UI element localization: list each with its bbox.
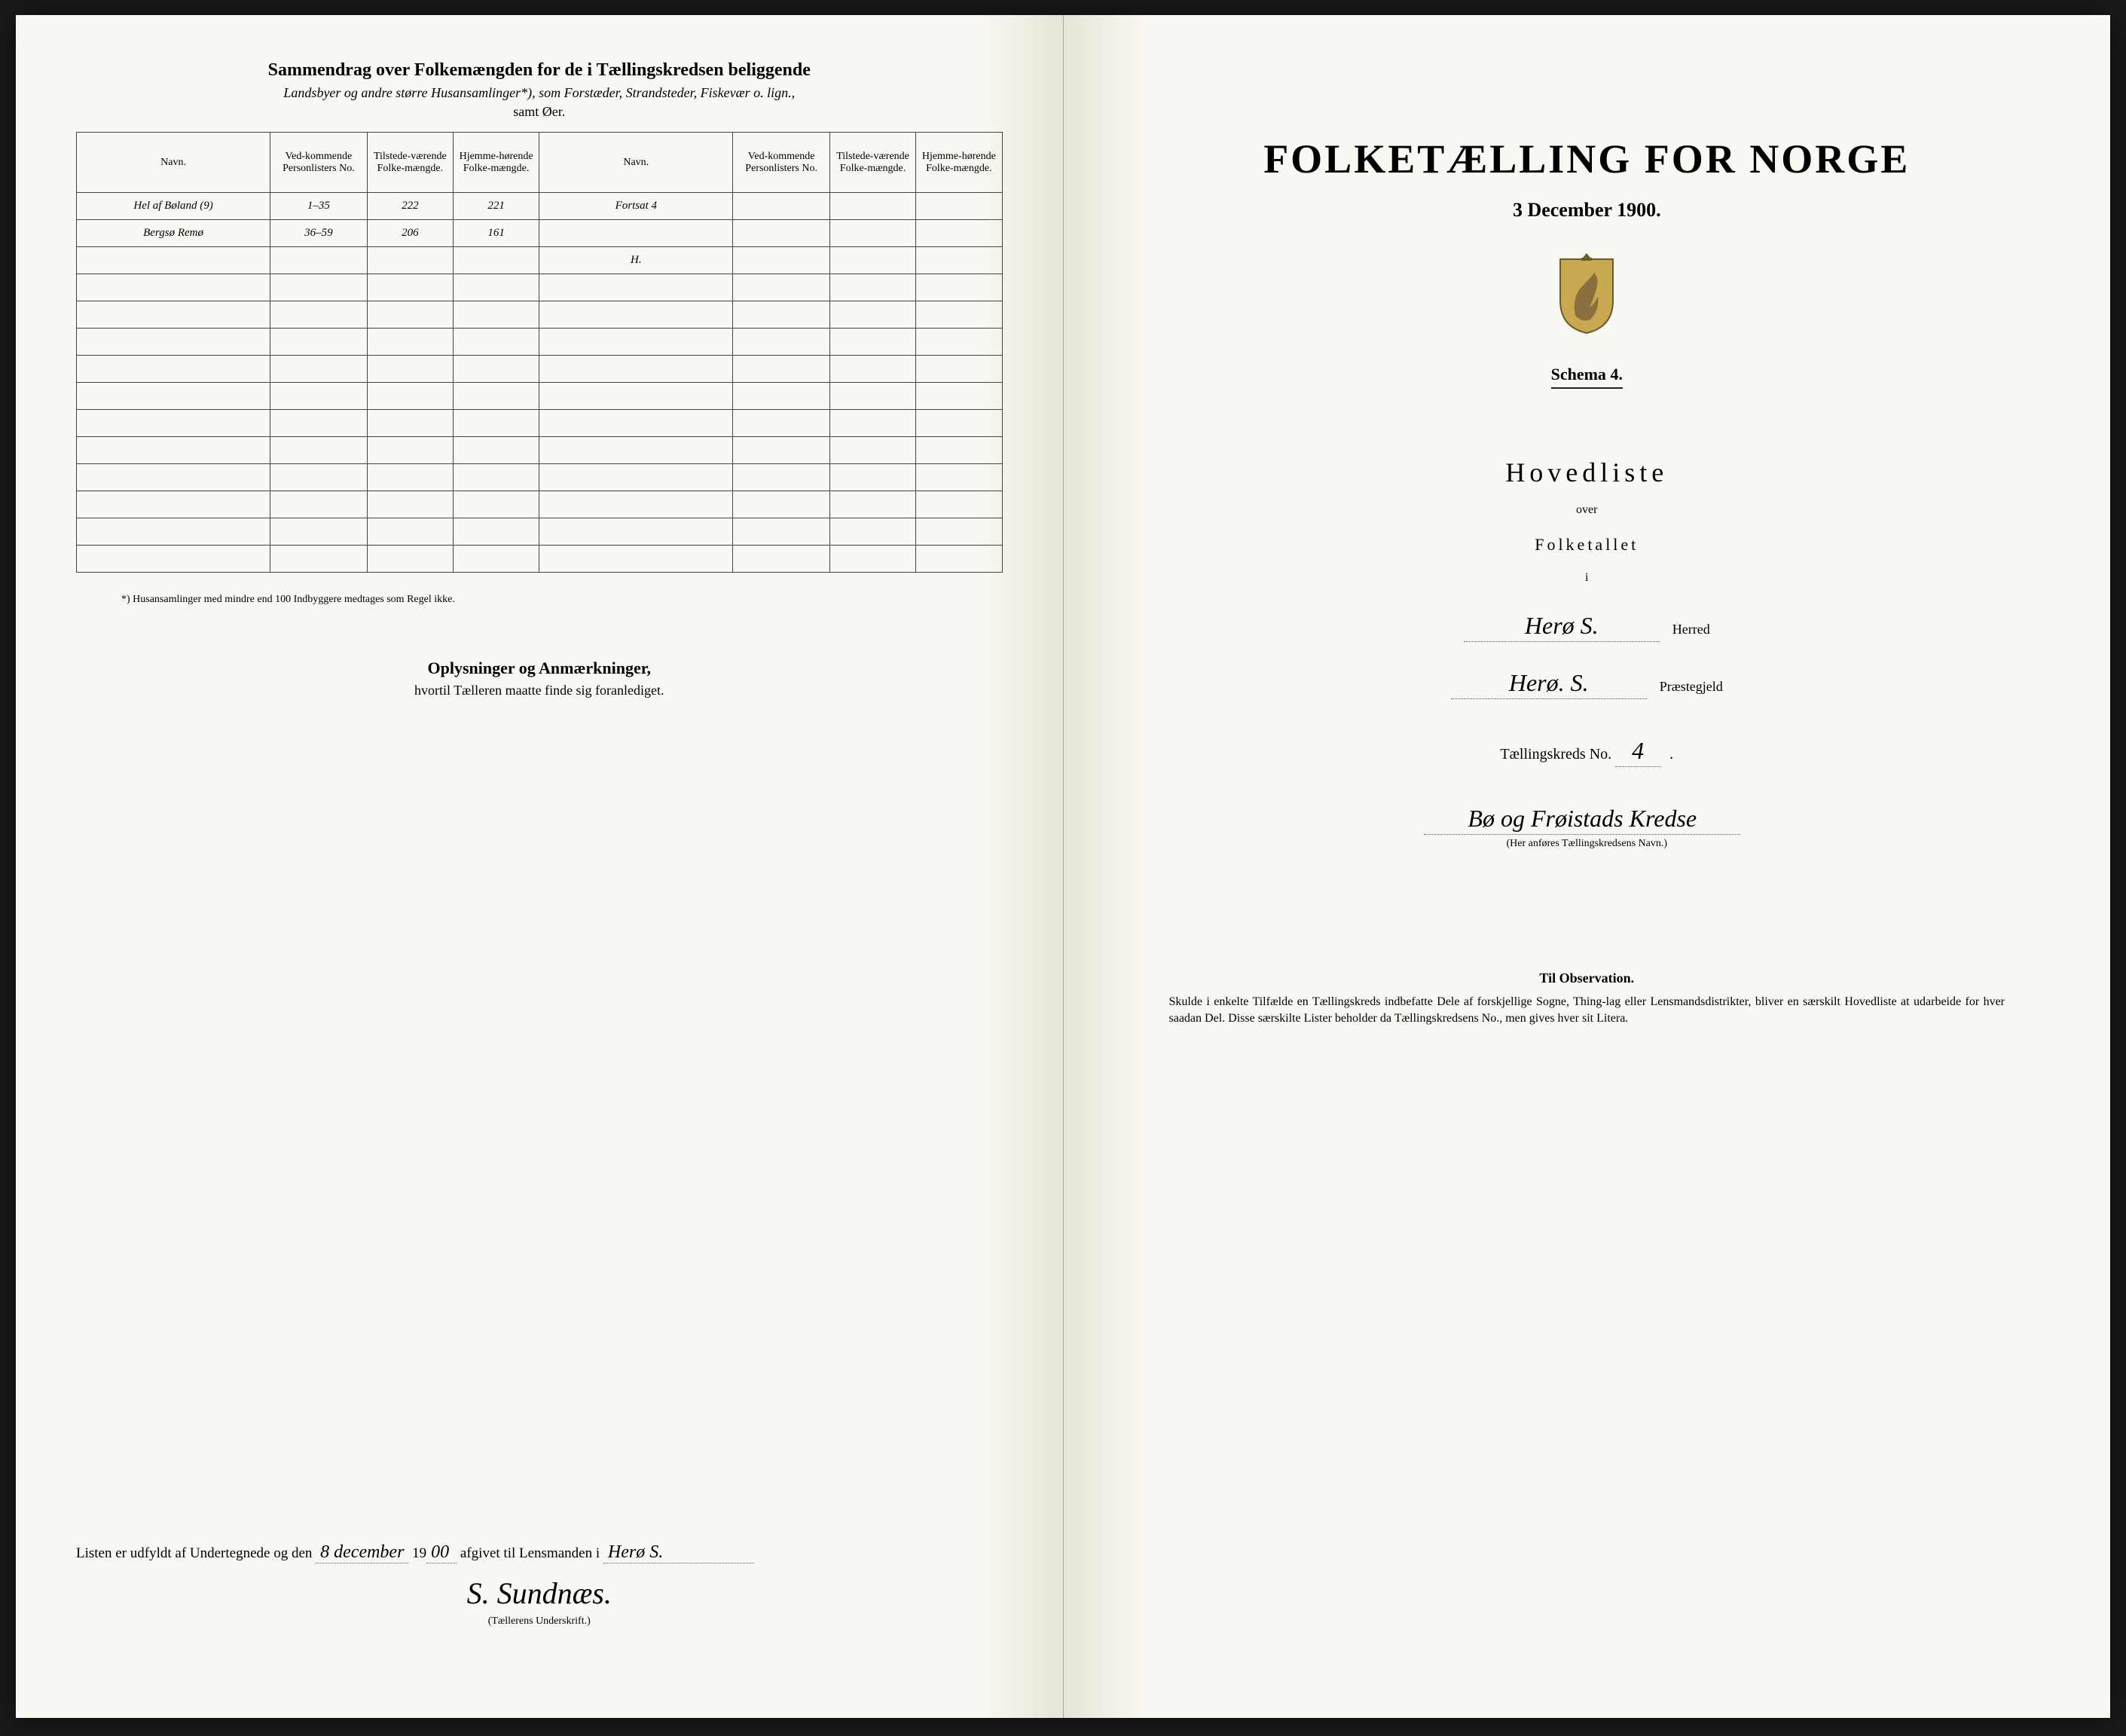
table-row: Hel af Bøland (9) 1–35 222 221 Fortsat 4 — [77, 193, 1003, 220]
bottom-prefix: Listen er udfyldt af Undertegnede og den — [76, 1545, 312, 1561]
th-hjemme2: Hjemme-hørende Folke-mængde. — [916, 133, 1002, 193]
i-label: i — [1124, 571, 2051, 585]
th-hjemme: Hjemme-hørende Folke-mængde. — [453, 133, 539, 193]
main-title: FOLKETÆLLING FOR NORGE — [1124, 136, 2051, 182]
kreds-name-value: Bø og Frøistads Kredse — [1424, 805, 1740, 835]
signature-label: (Tællerens Underskrift.) — [76, 1615, 1003, 1628]
summary-subtitle: Landsbyer og andre større Husansamlinger… — [76, 85, 1003, 101]
oplys-title: Oplysninger og Anmærkninger, — [76, 659, 1003, 678]
cell-navn2: H. — [539, 247, 733, 274]
census-table: Navn. Ved-kommende Personlisters No. Til… — [76, 132, 1003, 573]
bottom-mid: afgivet til Lensmanden i — [460, 1545, 600, 1561]
cell-hjemme: 221 — [453, 193, 539, 220]
cell-empty — [539, 220, 733, 247]
cell-empty — [367, 247, 453, 274]
schema-label: Schema 4. — [1551, 365, 1623, 389]
kreds-prefix: Tællingskreds No. — [1500, 746, 1611, 763]
cell-empty — [829, 193, 915, 220]
praeste-row: Herø. S. Præstegjeld — [1124, 669, 2051, 699]
date-field: 8 december — [316, 1542, 408, 1563]
cell-tilstede: 206 — [367, 220, 453, 247]
oplys-sub: hvortil Tælleren maatte finde sig foranl… — [76, 683, 1003, 698]
coat-of-arms-icon — [1553, 252, 1620, 335]
table-row: Bergsø Remø 36–59 206 161 — [77, 220, 1003, 247]
table-row — [77, 329, 1003, 356]
cell-empty — [453, 247, 539, 274]
th-tilstede: Tilstede-værende Folke-mængde. — [367, 133, 453, 193]
cell-empty — [733, 193, 830, 220]
cell-no: 1–35 — [270, 193, 368, 220]
cell-empty — [916, 220, 1002, 247]
th-tilstede2: Tilstede-værende Folke-mængde. — [829, 133, 915, 193]
table-row — [77, 491, 1003, 518]
th-personlister2: Ved-kommende Personlisters No. — [733, 133, 830, 193]
table-row: H. — [77, 247, 1003, 274]
place-field: Herø S. — [603, 1542, 754, 1563]
herred-label: Herred — [1672, 622, 1710, 637]
observation-title: Til Observation. — [1124, 970, 2051, 986]
cell-empty — [916, 247, 1002, 274]
cell-empty — [829, 247, 915, 274]
table-header-row: Navn. Ved-kommende Personlisters No. Til… — [77, 133, 1003, 193]
table-row — [77, 301, 1003, 329]
footnote: *) Husansamlinger med mindre end 100 Ind… — [76, 594, 1003, 606]
year-prefix: 19 — [412, 1545, 426, 1561]
cell-empty — [77, 247, 270, 274]
praeste-value: Herø. S. — [1451, 669, 1647, 699]
th-navn2: Navn. — [539, 133, 733, 193]
table-body: Hel af Bøland (9) 1–35 222 221 Fortsat 4… — [77, 193, 1003, 573]
cell-empty — [733, 247, 830, 274]
right-page: FOLKETÆLLING FOR NORGE 3 December 1900. … — [1064, 15, 2111, 1718]
table-row — [77, 546, 1003, 573]
cell-no: 36–59 — [270, 220, 368, 247]
over-label: over — [1124, 503, 2051, 517]
cell-empty — [270, 247, 368, 274]
table-row — [77, 274, 1003, 301]
signature: S. Sundnæs. — [76, 1576, 1003, 1611]
table-row — [77, 383, 1003, 410]
census-date: 3 December 1900. — [1124, 199, 2051, 222]
hovedliste-title: Hovedliste — [1124, 457, 2051, 488]
cell-hjemme: 161 — [453, 220, 539, 247]
cell-navn: Bergsø Remø — [77, 220, 270, 247]
crest-svg — [1553, 252, 1620, 335]
table-row — [77, 410, 1003, 437]
kreds-name-row: Bø og Frøistads Kredse — [1124, 805, 2051, 835]
summary-subtitle2: samt Øer. — [76, 104, 1003, 120]
cell-navn: Hel af Bøland (9) — [77, 193, 270, 220]
kreds-row: Tællingskreds No. 4. — [1124, 737, 2051, 767]
cell-empty — [733, 220, 830, 247]
table-row — [77, 518, 1003, 546]
cell-navn2: Fortsat 4 — [539, 193, 733, 220]
bottom-block: Listen er udfyldt af Undertegnede og den… — [76, 1542, 1003, 1628]
left-page: Sammendrag over Folkemængden for de i Tæ… — [16, 15, 1064, 1718]
praeste-label: Præstegjeld — [1660, 679, 1723, 694]
cell-tilstede: 222 — [367, 193, 453, 220]
cell-empty — [916, 193, 1002, 220]
th-personlister: Ved-kommende Personlisters No. — [270, 133, 368, 193]
th-navn: Navn. — [77, 133, 270, 193]
folketallet-label: Folketallet — [1124, 535, 2051, 555]
herred-value: Herø S. — [1464, 612, 1660, 642]
cell-empty — [829, 220, 915, 247]
table-row — [77, 356, 1003, 383]
kreds-note: (Her anføres Tællingskredsens Navn.) — [1124, 838, 2051, 850]
book-spread: Sammendrag over Folkemængden for de i Tæ… — [16, 15, 2110, 1718]
kreds-no: 4 — [1615, 737, 1660, 767]
table-row — [77, 437, 1003, 464]
summary-title: Sammendrag over Folkemængden for de i Tæ… — [76, 60, 1003, 81]
table-row — [77, 464, 1003, 491]
herred-row: Herø S. Herred — [1124, 612, 2051, 642]
observation-text: Skulde i enkelte Tilfælde en Tællingskre… — [1169, 994, 2005, 1028]
year-field: 00 — [426, 1542, 457, 1563]
